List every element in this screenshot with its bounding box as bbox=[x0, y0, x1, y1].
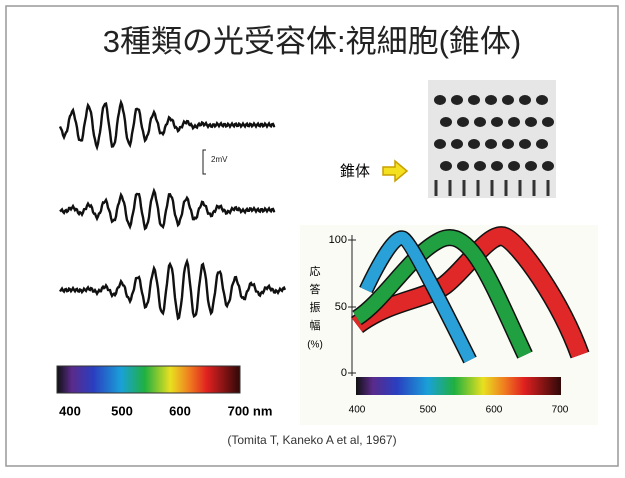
cell bbox=[525, 117, 537, 127]
title: 3種類の光受容体:視細胞(錐体) bbox=[103, 24, 522, 59]
cell bbox=[468, 139, 480, 149]
spectrum-bar bbox=[356, 377, 561, 395]
y-tick-label: 100 bbox=[329, 234, 347, 246]
y-tick-label: 0 bbox=[341, 367, 347, 379]
cell bbox=[542, 117, 554, 127]
cell-label: 錐体 bbox=[340, 163, 370, 180]
wavelength-label: 500 bbox=[111, 403, 133, 418]
cell bbox=[536, 95, 548, 105]
y-label: 応 bbox=[310, 264, 321, 278]
x-tick-label: 500 bbox=[420, 405, 437, 416]
wavelength-label: 600 bbox=[169, 403, 191, 418]
cell bbox=[508, 161, 520, 171]
slide: 3種類の光受容体:視細胞(錐体) 2mV 400 500 600 700 nm … bbox=[0, 0, 625, 473]
cell bbox=[434, 139, 446, 149]
retina-illustration bbox=[428, 80, 556, 198]
y-label: (%) bbox=[307, 340, 323, 351]
cell bbox=[451, 95, 463, 105]
wavelength-label: 400 bbox=[59, 403, 81, 418]
cell bbox=[485, 139, 497, 149]
citation: (Tomita T, Kaneko A et al, 1967) bbox=[227, 433, 396, 447]
cell bbox=[474, 117, 486, 127]
cell bbox=[542, 161, 554, 171]
y-label: 幅 bbox=[310, 319, 321, 332]
spectrum-bar bbox=[57, 366, 240, 393]
x-tick-label: 700 bbox=[552, 405, 569, 416]
cell bbox=[491, 161, 503, 171]
cell bbox=[502, 139, 514, 149]
y-label: 答 bbox=[310, 282, 321, 296]
cell bbox=[440, 117, 452, 127]
y-tick-label: 50 bbox=[335, 301, 347, 313]
x-tick-label: 400 bbox=[349, 405, 366, 416]
x-tick-label: 600 bbox=[486, 405, 503, 416]
cell bbox=[502, 95, 514, 105]
cell bbox=[451, 139, 463, 149]
cell bbox=[457, 161, 469, 171]
cell bbox=[457, 117, 469, 127]
cell bbox=[519, 139, 531, 149]
response-chart: 100 50 0 応 答 振 幅 (%) 400 500 600 700 bbox=[300, 225, 598, 425]
cell bbox=[468, 95, 480, 105]
wavelength-label: 700 nm bbox=[228, 403, 273, 418]
cell bbox=[491, 117, 503, 127]
cell bbox=[525, 161, 537, 171]
cell bbox=[508, 117, 520, 127]
y-label: 振 bbox=[310, 300, 321, 314]
cell bbox=[519, 95, 531, 105]
cell bbox=[434, 95, 446, 105]
cell bbox=[440, 161, 452, 171]
scale-label: 2mV bbox=[211, 155, 228, 164]
cell bbox=[536, 139, 548, 149]
cell bbox=[474, 161, 486, 171]
cell bbox=[485, 95, 497, 105]
